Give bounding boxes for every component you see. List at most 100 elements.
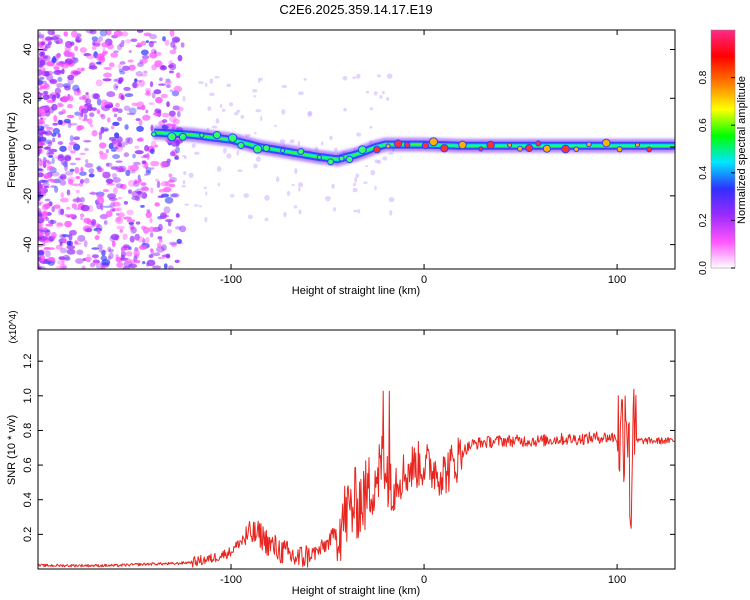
noise-blob: [134, 188, 144, 194]
noise-blob: [237, 169, 243, 173]
noise-blob: [89, 30, 97, 35]
spectrogram-panel: -100 0 100 -40 -20 0 20 40 Height of straight …: [6, 29, 676, 297]
noise-blob: [56, 62, 62, 66]
noise-blob: [107, 246, 112, 253]
noise-blob: [113, 50, 119, 53]
noise-blob: [38, 266, 42, 269]
noise-blob: [86, 53, 95, 60]
noise-blob: [45, 223, 54, 227]
noise-blob: [138, 119, 143, 126]
noise-blob: [156, 180, 161, 189]
noise-blob: [74, 45, 79, 52]
noise-blob: [66, 189, 71, 196]
noise-blob: [79, 213, 85, 218]
noise-blob: [75, 189, 80, 194]
noise-blob: [167, 179, 175, 183]
noise-blob: [172, 118, 180, 125]
noise-blob: [76, 249, 84, 255]
noise-blob: [169, 30, 175, 37]
noise-blob: [169, 193, 178, 198]
noise-blob: [75, 258, 84, 264]
noise-blob: [51, 57, 57, 64]
ridge-knot: [646, 146, 653, 153]
ridge-knot: [316, 154, 322, 160]
noise-blob: [105, 162, 110, 167]
noise-blob: [117, 108, 123, 114]
noise-blob: [93, 51, 99, 59]
noise-blob: [229, 102, 234, 107]
noise-blob: [39, 45, 47, 51]
noise-blob: [139, 73, 148, 77]
noise-blob: [236, 109, 241, 113]
noise-blob: [67, 74, 75, 81]
noise-blob: [62, 160, 69, 168]
noise-blob: [136, 125, 144, 132]
noise-blob: [60, 192, 64, 198]
noise-blob: [131, 190, 140, 198]
noise-blob: [38, 34, 45, 39]
noise-blob: [167, 265, 174, 269]
noise-blob: [343, 107, 347, 112]
noise-blob: [123, 105, 131, 111]
noise-blob: [38, 33, 45, 39]
ridge-knot: [262, 144, 271, 152]
noise-blob: [379, 95, 383, 99]
noise-blob: [155, 246, 165, 253]
noise-blob: [41, 179, 50, 184]
noise-blob: [166, 101, 170, 108]
spectrogram-y-ticks: -40 -20 0 20 40: [22, 43, 675, 253]
noise-blob: [53, 115, 58, 123]
noise-blob: [148, 102, 155, 105]
noise-blob: [38, 250, 44, 255]
noise-blob: [50, 36, 59, 40]
noise-blob: [166, 229, 172, 234]
noise-blob: [38, 147, 42, 154]
noise-blob: [133, 249, 140, 257]
noise-blob: [61, 174, 67, 180]
noise-blob: [61, 258, 65, 266]
noise-blob: [92, 259, 100, 264]
noise-blob: [145, 236, 150, 244]
noise-blob: [160, 93, 168, 99]
noise-blob: [255, 156, 261, 163]
noise-blob: [183, 171, 187, 176]
noise-blob: [156, 51, 162, 56]
noise-blob: [83, 257, 93, 262]
noise-blob: [144, 145, 150, 152]
noise-blob: [279, 139, 286, 144]
noise-blob: [112, 208, 116, 212]
noise-blob: [149, 248, 154, 252]
noise-blob: [121, 31, 129, 37]
noise-blob: [38, 226, 45, 230]
noise-blob: [98, 249, 107, 253]
noise-blob: [352, 182, 357, 187]
noise-blob: [129, 164, 139, 172]
noise-blob: [38, 168, 43, 172]
noise-blob: [233, 112, 239, 116]
noise-blob: [88, 65, 98, 70]
noise-blob: [254, 131, 257, 135]
noise-blob: [66, 245, 76, 250]
y-tick-label: 0.8: [22, 423, 34, 438]
noise-blob: [240, 114, 245, 119]
noise-blob: [109, 235, 116, 242]
noise-blob: [40, 41, 46, 46]
noise-blob: [118, 165, 127, 173]
noise-blob: [59, 247, 68, 254]
noise-blob: [116, 116, 123, 122]
noise-blob: [108, 197, 118, 201]
noise-blob: [167, 64, 174, 69]
noise-blob: [223, 147, 227, 154]
noise-blob: [255, 109, 262, 113]
noise-blob: [369, 107, 374, 111]
noise-blob: [161, 112, 170, 118]
noise-blob: [42, 162, 47, 169]
noise-blob: [146, 259, 156, 267]
noise-blob: [48, 151, 54, 155]
noise-blob: [50, 171, 60, 177]
noise-blob: [46, 145, 52, 150]
noise-blob: [264, 217, 269, 222]
noise-blob: [67, 103, 73, 109]
noise-blob: [104, 128, 108, 132]
ridge-knot: [561, 144, 570, 154]
